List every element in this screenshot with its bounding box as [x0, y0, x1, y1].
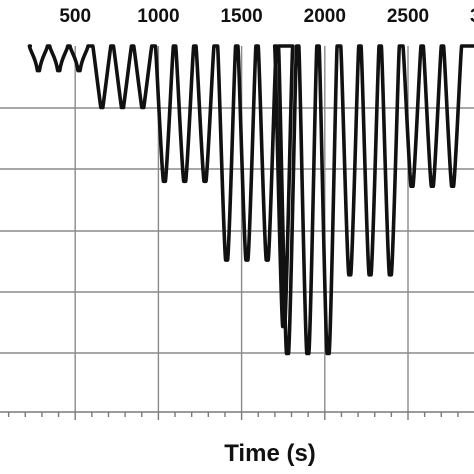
- series-layer: [27, 44, 474, 356]
- x-tick-label: 2500: [387, 6, 429, 27]
- x-tick-label: 1500: [220, 6, 262, 27]
- x-tick-label: 500: [59, 6, 91, 27]
- x-tick-label: 3000: [470, 6, 474, 27]
- series-line: [27, 44, 474, 356]
- x-tick-labels: 500 1000 1500 2000 2500 3000: [59, 6, 474, 27]
- x-tick-label: 1000: [137, 6, 179, 27]
- x-ticks: [7, 412, 459, 420]
- x-axis-label: Time (s): [224, 440, 316, 467]
- grid: [0, 46, 474, 412]
- x-tick-label: 2000: [304, 6, 346, 27]
